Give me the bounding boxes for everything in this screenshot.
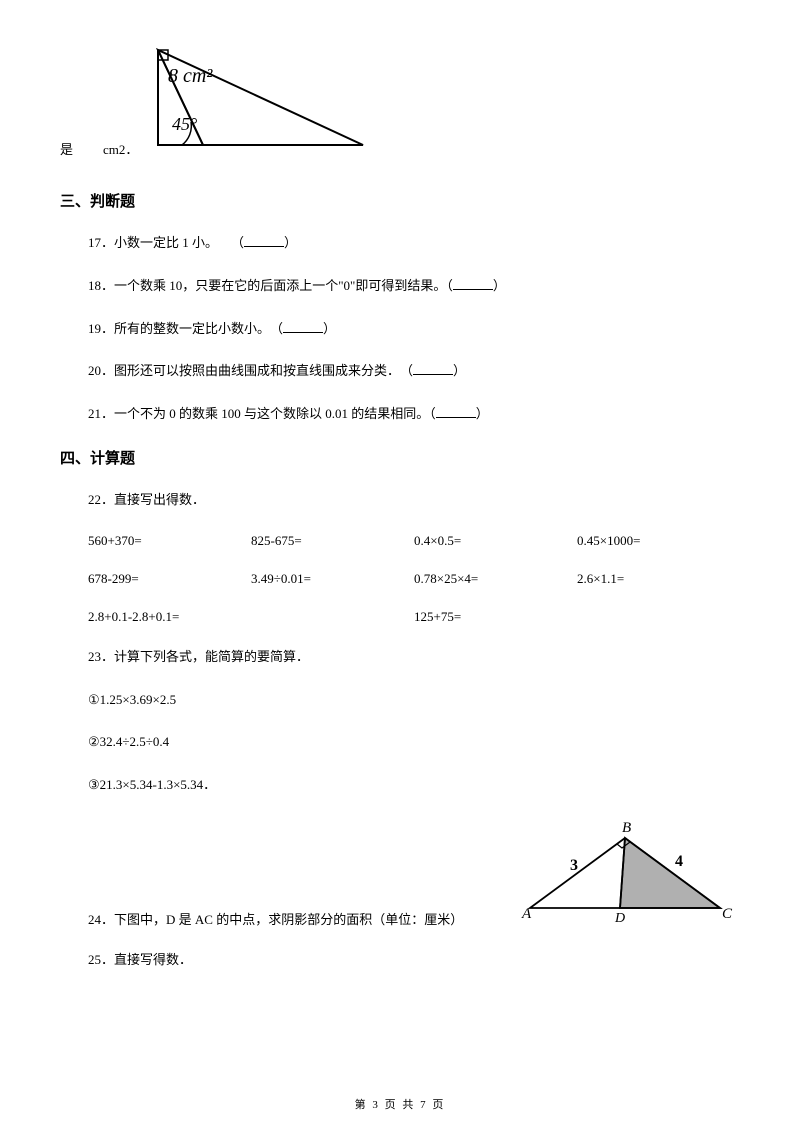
q-text: ．直接写得数． bbox=[101, 952, 192, 967]
figure-triangle-abcd: B A C D 3 4 bbox=[520, 818, 740, 928]
question-24-row: 24．下图中，D 是 AC 的中点，求阴影部分的面积（单位：厘米） B A C … bbox=[88, 818, 740, 928]
q-num: 24 bbox=[88, 912, 101, 927]
question-23: 23．计算下列各式，能简算的要简算． bbox=[88, 647, 740, 668]
calc-item: 2.8+0.1-2.8+0.1= bbox=[88, 609, 414, 625]
question-21: 21．一个不为 0 的数乘 100 与这个数除以 0.01 的结果相同。（ ） bbox=[88, 404, 740, 425]
q-num: 18 bbox=[88, 278, 101, 293]
question-16-row: 是 cm2． 8 cm² 45° bbox=[60, 40, 740, 160]
q-text: ．一个数乘 10，只要在它的后面添上一个"0"即可得到结果。（ bbox=[101, 278, 453, 293]
q-num: 17 bbox=[88, 235, 101, 250]
q-num: 25 bbox=[88, 952, 101, 967]
label-B: B bbox=[622, 820, 631, 836]
section-4-header: 四、计算题 bbox=[60, 447, 740, 468]
question-25: 25．直接写得数． bbox=[88, 950, 740, 971]
calc-item: 2.6×1.1= bbox=[577, 571, 740, 587]
calc-item: 560+370= bbox=[88, 533, 251, 549]
label-4: 4 bbox=[675, 853, 683, 870]
answer-blank[interactable] bbox=[436, 404, 476, 418]
angle-label: 45° bbox=[172, 114, 197, 134]
calc-item: 0.4×0.5= bbox=[414, 533, 577, 549]
q-num: 23 bbox=[88, 649, 101, 664]
label-A: A bbox=[521, 906, 532, 922]
q-text: ．直接写出得数． bbox=[101, 492, 205, 507]
calc-item: 0.45×1000= bbox=[577, 533, 740, 549]
q-text: ．所有的整数一定比小数小。 （ bbox=[101, 321, 283, 336]
page-footer: 第 3 页 共 7 页 bbox=[0, 1096, 800, 1112]
calc-item: 0.78×25×4= bbox=[414, 571, 577, 587]
question-20: 20．图形还可以按照由曲线围成和按直线围成来分类． （ ） bbox=[88, 361, 740, 382]
question-18: 18．一个数乘 10，只要在它的后面添上一个"0"即可得到结果。（ ） bbox=[88, 276, 740, 297]
calc-row-1: 560+370= 825-675= 0.4×0.5= 0.45×1000= bbox=[88, 533, 740, 549]
calc-item: 3.49÷0.01= bbox=[251, 571, 414, 587]
q-num: 22 bbox=[88, 492, 101, 507]
label-D: D bbox=[614, 911, 625, 926]
answer-blank[interactable] bbox=[244, 233, 284, 247]
question-17: 17．小数一定比 1 小。 （ ） bbox=[88, 233, 740, 254]
calc-item: 678-299= bbox=[88, 571, 251, 587]
calc-item: 825-675= bbox=[251, 533, 414, 549]
q-text: ．一个不为 0 的数乘 100 与这个数除以 0.01 的结果相同。（ bbox=[101, 406, 436, 421]
q-num: 21 bbox=[88, 406, 101, 421]
q-tail: ） bbox=[476, 406, 489, 421]
area-label: 8 cm² bbox=[168, 65, 213, 87]
q16-prefix: 是 bbox=[60, 139, 73, 158]
q-text: ．计算下列各式，能简算的要简算． bbox=[101, 649, 309, 664]
q-text: ．小数一定比 1 小。 （ bbox=[101, 235, 244, 250]
answer-blank[interactable] bbox=[453, 276, 493, 290]
answer-blank[interactable] bbox=[283, 319, 323, 333]
q-text: ．下图中，D 是 AC 的中点，求阴影部分的面积（单位：厘米） bbox=[101, 912, 463, 927]
q-num: 20 bbox=[88, 363, 101, 378]
q-num: 19 bbox=[88, 321, 101, 336]
q-tail: ） bbox=[284, 235, 297, 250]
calc-item: 125+75= bbox=[414, 609, 740, 625]
calc-row-3: 2.8+0.1-2.8+0.1= 125+75= bbox=[88, 609, 740, 625]
q-text: ．图形还可以按照由曲线围成和按直线围成来分类． （ bbox=[101, 363, 413, 378]
answer-blank[interactable] bbox=[413, 361, 453, 375]
section-3-header: 三、判断题 bbox=[60, 190, 740, 211]
q-tail: ） bbox=[453, 363, 466, 378]
q23-item3: ③21.3×5.34‐1.3×5.34． bbox=[88, 775, 740, 796]
question-22: 22．直接写出得数． bbox=[88, 490, 740, 511]
q16-unit: cm2． bbox=[103, 139, 138, 158]
label-3: 3 bbox=[570, 857, 578, 874]
q-tail: ） bbox=[493, 278, 506, 293]
q-tail: ） bbox=[323, 321, 336, 336]
calc-row-2: 678-299= 3.49÷0.01= 0.78×25×4= 2.6×1.1= bbox=[88, 571, 740, 587]
q23-item2: ②32.4÷2.5÷0.4 bbox=[88, 732, 740, 753]
figure-triangle-8cm2: 8 cm² 45° bbox=[138, 40, 368, 160]
label-C: C bbox=[722, 906, 733, 922]
question-19: 19．所有的整数一定比小数小。 （ ） bbox=[88, 319, 740, 340]
q23-item1: ①1.25×3.69×2.5 bbox=[88, 690, 740, 711]
